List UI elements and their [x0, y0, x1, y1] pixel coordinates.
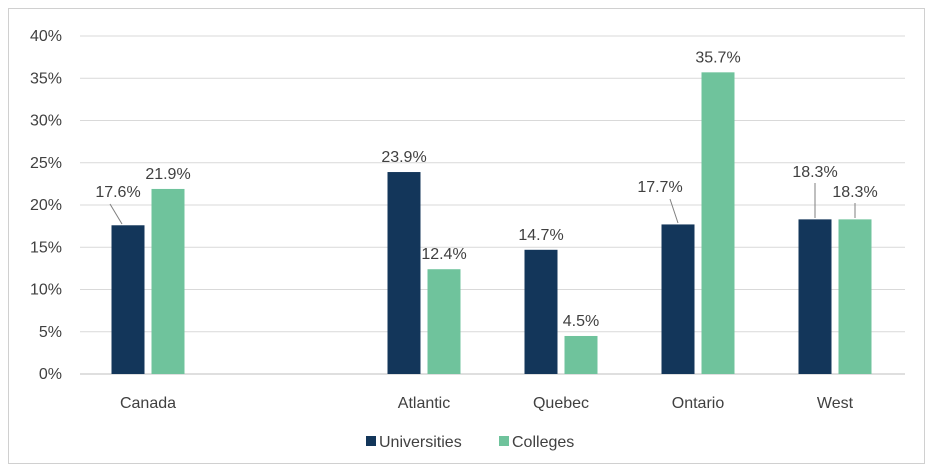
bar-universities — [798, 219, 832, 374]
y-tick-label: 15% — [30, 239, 62, 256]
bar-universities — [524, 249, 558, 374]
x-tick-label: Canada — [120, 395, 176, 412]
x-tick-label: West — [817, 395, 854, 412]
x-tick-label: Ontario — [672, 395, 725, 412]
y-tick-label: 35% — [30, 70, 62, 87]
data-label: 21.9% — [145, 166, 190, 183]
data-label: 23.9% — [381, 149, 426, 166]
data-label: 4.5% — [563, 313, 599, 330]
label-leader-line — [109, 203, 123, 225]
bar-colleges — [701, 72, 735, 375]
bar-universities — [661, 224, 695, 374]
legend-swatch-colleges — [499, 436, 509, 446]
y-tick-label: 20% — [30, 197, 62, 214]
bar-colleges — [427, 269, 461, 374]
bar-colleges — [151, 188, 185, 374]
y-tick-label: 40% — [30, 28, 62, 45]
x-tick-label: Quebec — [533, 395, 589, 412]
data-label: 12.4% — [421, 246, 466, 263]
data-label: 35.7% — [695, 49, 740, 66]
y-tick-label: 10% — [30, 282, 62, 299]
y-tick-label: 5% — [39, 324, 62, 341]
data-label: 17.7% — [637, 179, 682, 196]
x-tick-label: Atlantic — [398, 395, 450, 412]
y-tick-label: 0% — [39, 366, 62, 383]
y-tick-label: 30% — [30, 113, 62, 130]
bar-universities — [111, 225, 145, 374]
data-label: 18.3% — [792, 164, 837, 181]
bar-colleges — [564, 335, 598, 374]
data-label: 18.3% — [832, 184, 877, 201]
data-label: 14.7% — [518, 227, 563, 244]
y-tick-label: 25% — [30, 155, 62, 172]
bar-universities — [387, 172, 421, 374]
bar-colleges — [838, 219, 872, 374]
label-leader-line — [669, 198, 679, 224]
legend-label-colleges: Colleges — [512, 434, 574, 451]
legend-label-universities: Universities — [379, 434, 462, 451]
legend-swatch-universities — [366, 436, 376, 446]
data-label: 17.6% — [95, 184, 140, 201]
